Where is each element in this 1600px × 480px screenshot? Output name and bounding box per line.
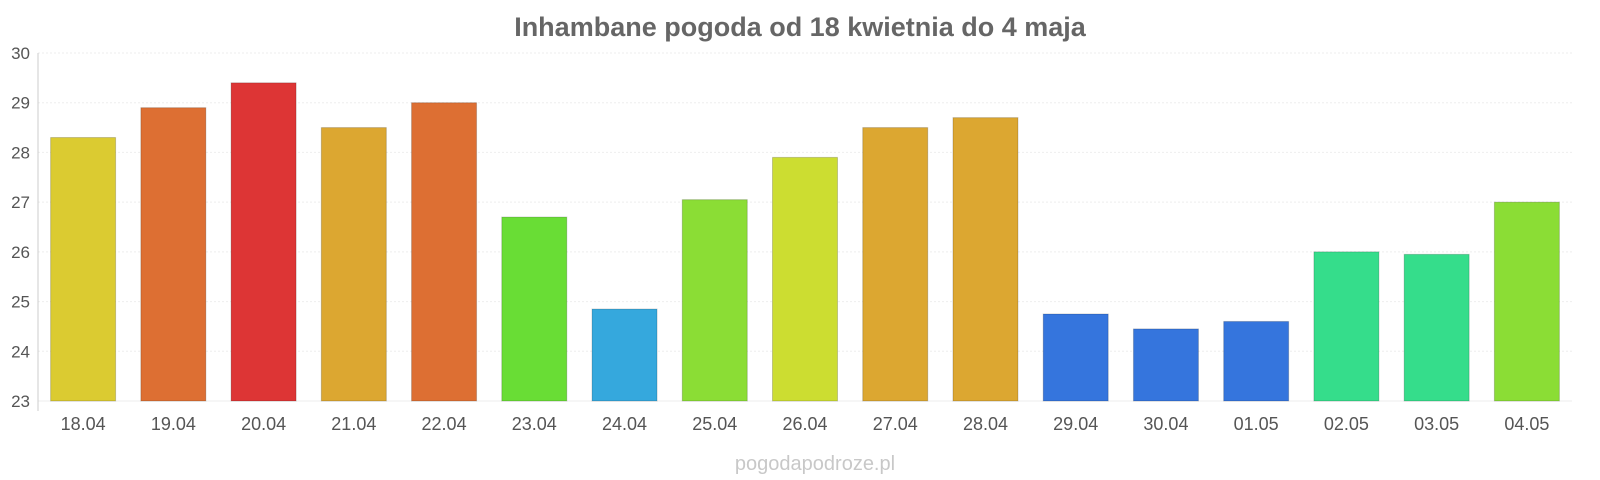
x-tick-label: 28.04	[963, 414, 1008, 434]
x-tick-label: 29.04	[1053, 414, 1098, 434]
y-tick-label: 30	[11, 44, 30, 63]
x-tick-label: 19.04	[151, 414, 196, 434]
bar-04.05	[1493, 201, 1560, 402]
bar-24.04	[591, 308, 658, 402]
watermark: pogodapodroze.pl	[735, 453, 895, 475]
x-tick-label: 18.04	[61, 414, 106, 434]
bar-23.04	[501, 216, 568, 402]
x-tick-label: 21.04	[331, 414, 376, 434]
bar-01.05	[1223, 320, 1290, 402]
x-tick-label: 30.04	[1143, 414, 1188, 434]
x-tick-label: 27.04	[873, 414, 918, 434]
x-tick-label: 03.05	[1414, 414, 1459, 434]
bar-29.04	[1042, 313, 1109, 402]
bar-20.04	[230, 82, 297, 402]
x-tick-label: 22.04	[422, 414, 467, 434]
x-tick-label: 23.04	[512, 414, 557, 434]
x-tick-label: 24.04	[602, 414, 647, 434]
bar-18.04	[50, 137, 117, 402]
y-tick-label: 29	[11, 94, 30, 113]
bar-30.04	[1132, 328, 1199, 402]
y-axis-ticks: 23 24 25 26 27 28 29 30	[11, 44, 30, 411]
y-tick-label: 28	[11, 143, 30, 162]
bar-28.04	[952, 117, 1019, 402]
chart-title: Inhambane pogoda od 18 kwietnia do 4 maj…	[514, 12, 1087, 42]
x-tick-label: 02.05	[1324, 414, 1369, 434]
bar-03.05	[1403, 253, 1470, 402]
x-tick-label: 26.04	[782, 414, 827, 434]
bar-19.04	[140, 107, 207, 402]
bar-02.05	[1313, 251, 1380, 402]
x-axis-ticks: 18.04 19.04 20.04 21.04 22.04 23.04 24.04 25.04…	[61, 414, 1550, 434]
bar-22.04	[411, 102, 478, 402]
x-tick-label: 04.05	[1504, 414, 1549, 434]
bar-26.04	[772, 156, 838, 402]
y-tick-label: 25	[11, 293, 30, 312]
x-tick-label: 20.04	[241, 414, 286, 434]
y-tick-label: 23	[11, 392, 30, 411]
x-tick-label: 01.05	[1234, 414, 1279, 434]
y-tick-label: 24	[11, 342, 30, 361]
bar-25.04	[681, 199, 748, 402]
bar-21.04	[320, 127, 387, 402]
x-tick-label: 25.04	[692, 414, 737, 434]
y-tick-label: 27	[11, 193, 30, 212]
bar-27.04	[862, 127, 929, 402]
bars	[50, 82, 1560, 402]
y-tick-label: 26	[11, 243, 30, 262]
